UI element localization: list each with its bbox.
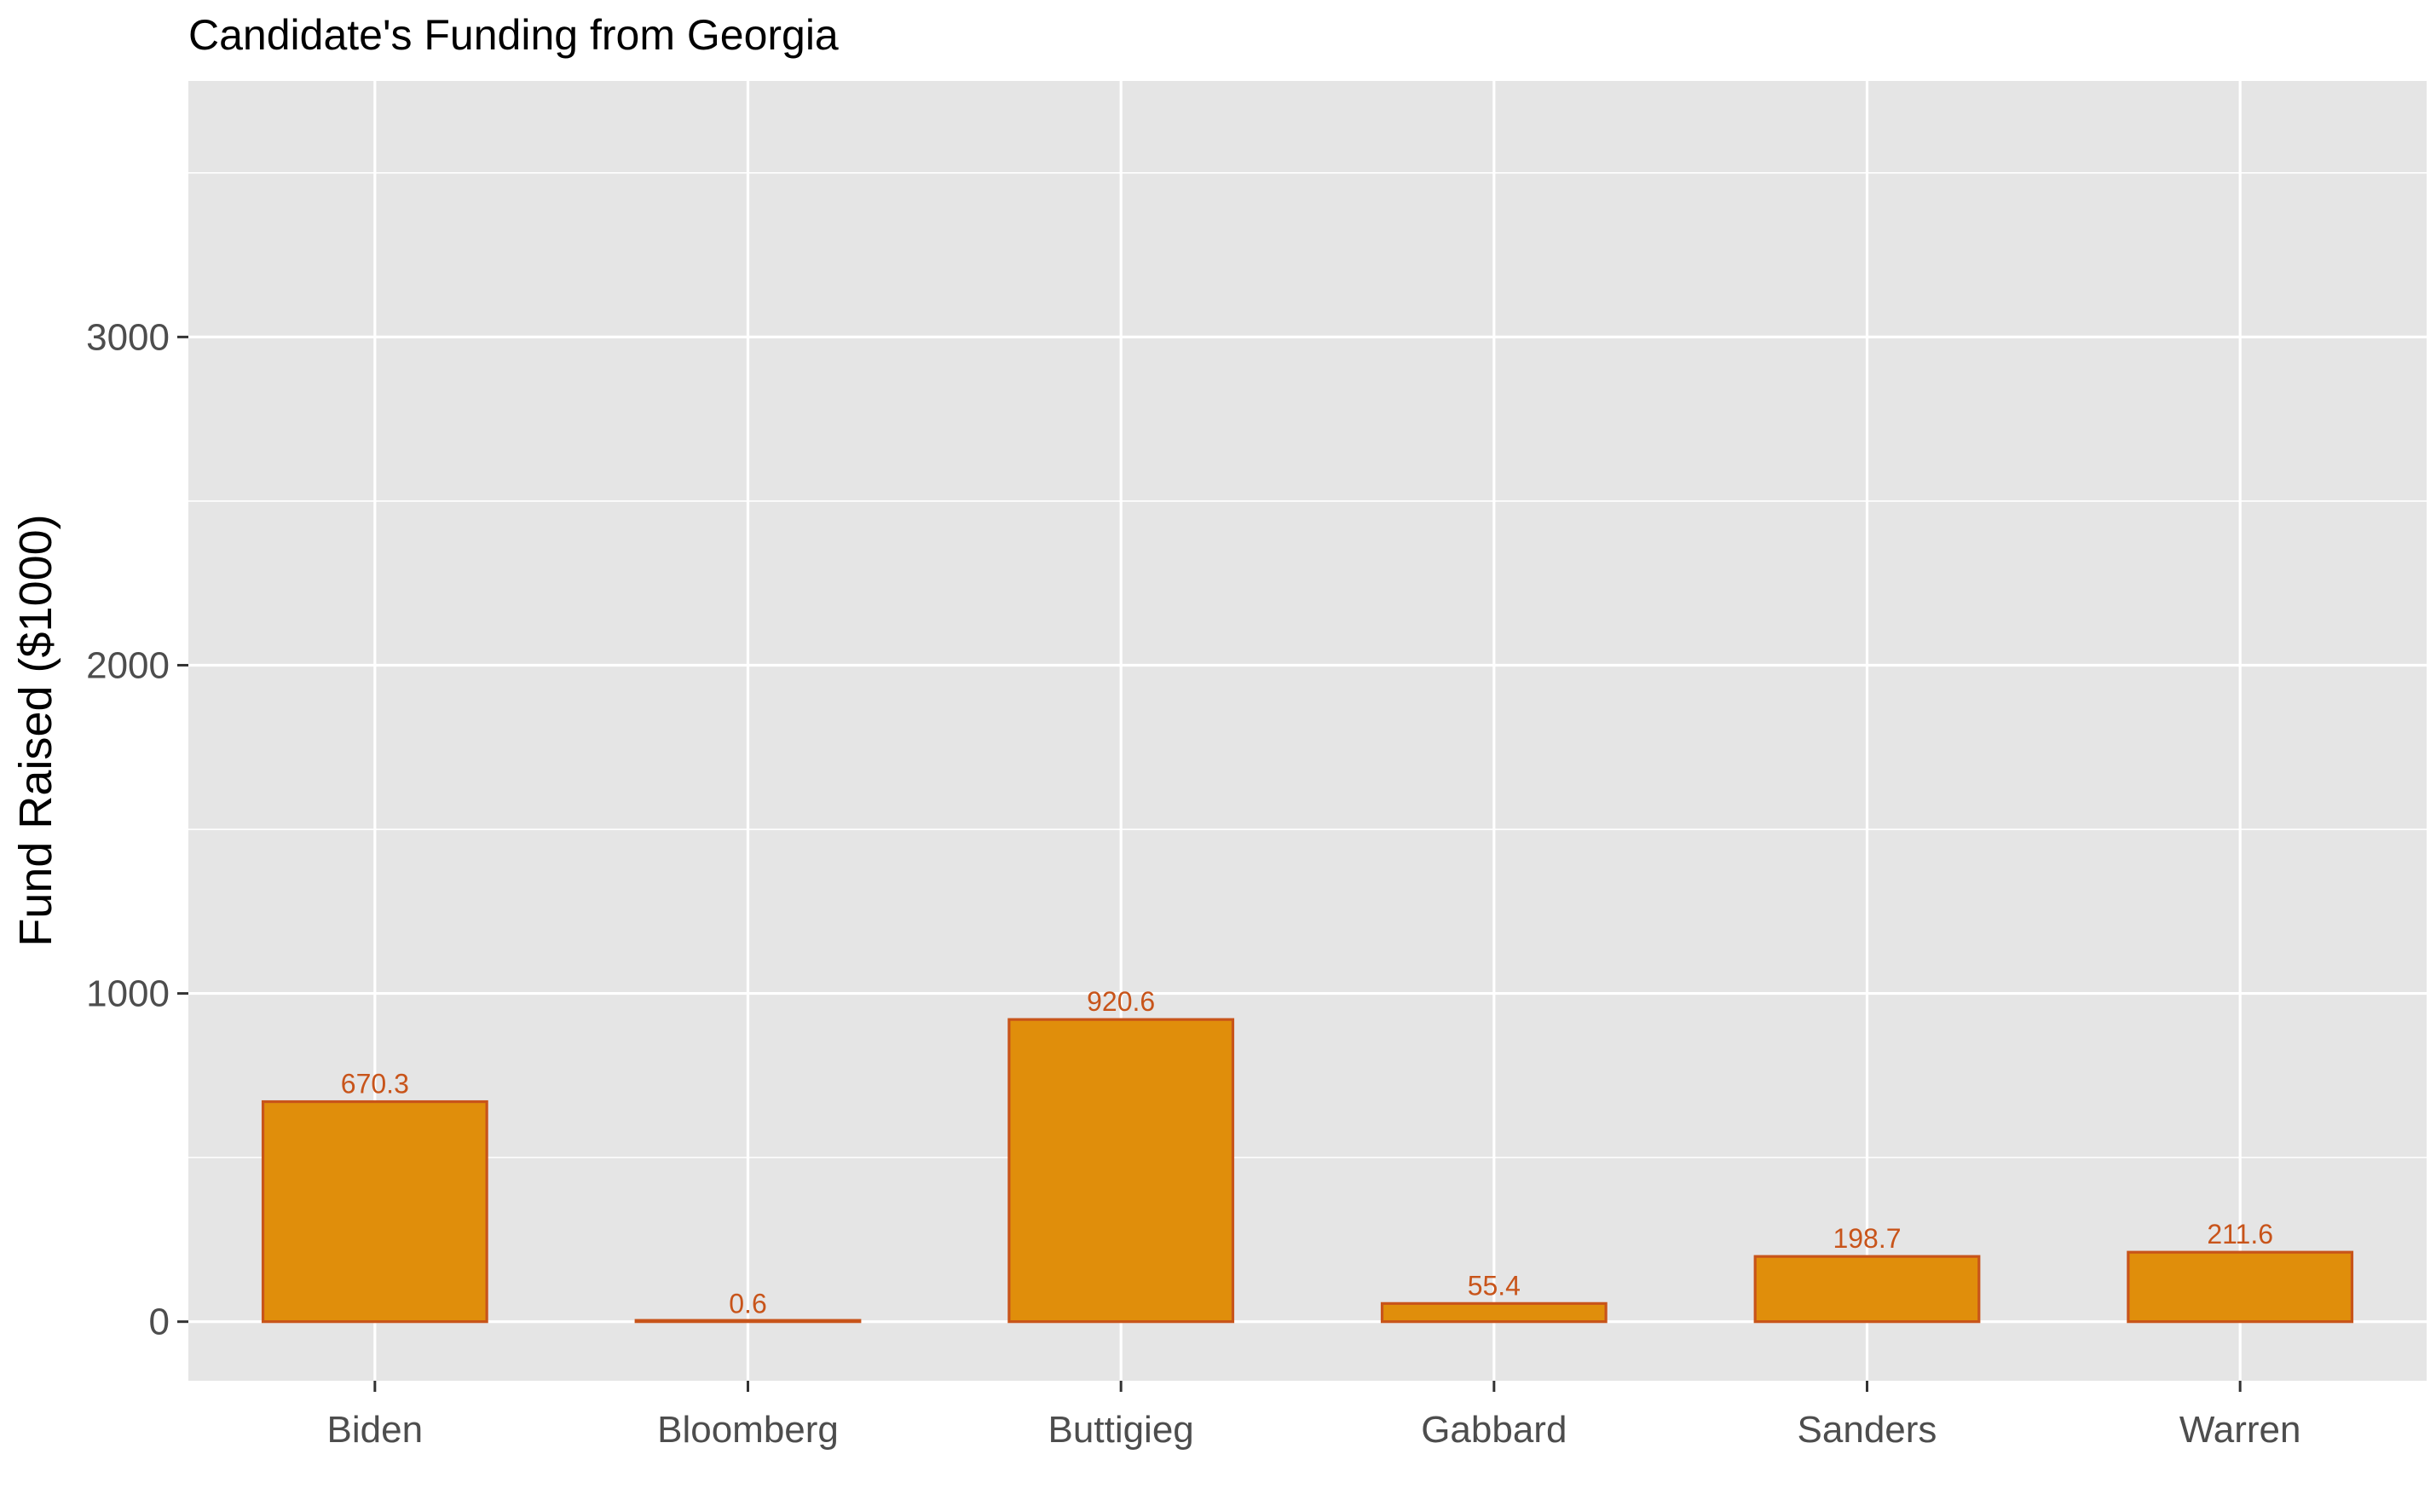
bar-sanders	[1753, 1255, 1981, 1324]
x-axis: Biden Bloomberg Buttigieg Gabbard Sanders War…	[327, 1381, 2301, 1451]
data-label-warren: 211.6	[2207, 1219, 2273, 1249]
data-label-bloomberg: 0.6	[729, 1288, 766, 1319]
data-labels: 670.3 0.6 920.6 55.4 198.7 211.6	[341, 986, 2273, 1319]
bar-warren	[2127, 1250, 2354, 1324]
y-tick-label: 2000	[86, 644, 170, 686]
y-tick-label: 1000	[86, 973, 170, 1015]
grid-major	[188, 81, 2427, 1381]
data-label-buttigieg: 920.6	[1087, 986, 1155, 1017]
bar-gabbard	[1380, 1301, 1608, 1324]
bar-buttigieg	[1007, 1018, 1235, 1324]
y-axis: 0 1000 2000 3000	[86, 316, 188, 1343]
x-tick-label-sanders: Sanders	[1798, 1409, 1937, 1451]
plot-panel	[188, 81, 2427, 1381]
y-axis-label: Fund Raised ($1000)	[10, 514, 61, 946]
data-label-gabbard: 55.4	[1468, 1270, 1521, 1301]
x-tick-label-gabbard: Gabbard	[1421, 1409, 1567, 1451]
grid-minor	[188, 172, 2427, 1158]
bars	[261, 1018, 2354, 1324]
y-tick-label: 3000	[86, 316, 170, 358]
y-tick-label: 0	[149, 1301, 170, 1343]
chart-title: Candidate's Funding from Georgia	[188, 11, 839, 59]
x-tick-label-biden: Biden	[327, 1409, 424, 1451]
x-tick-label-warren: Warren	[2179, 1409, 2301, 1451]
x-tick-label-bloomberg: Bloomberg	[657, 1409, 839, 1451]
data-label-biden: 670.3	[341, 1069, 409, 1099]
bar-biden	[261, 1099, 488, 1324]
x-tick-label-buttigieg: Buttigieg	[1048, 1409, 1194, 1451]
data-label-sanders: 198.7	[1833, 1223, 1901, 1254]
bar-bloomberg	[634, 1319, 862, 1324]
